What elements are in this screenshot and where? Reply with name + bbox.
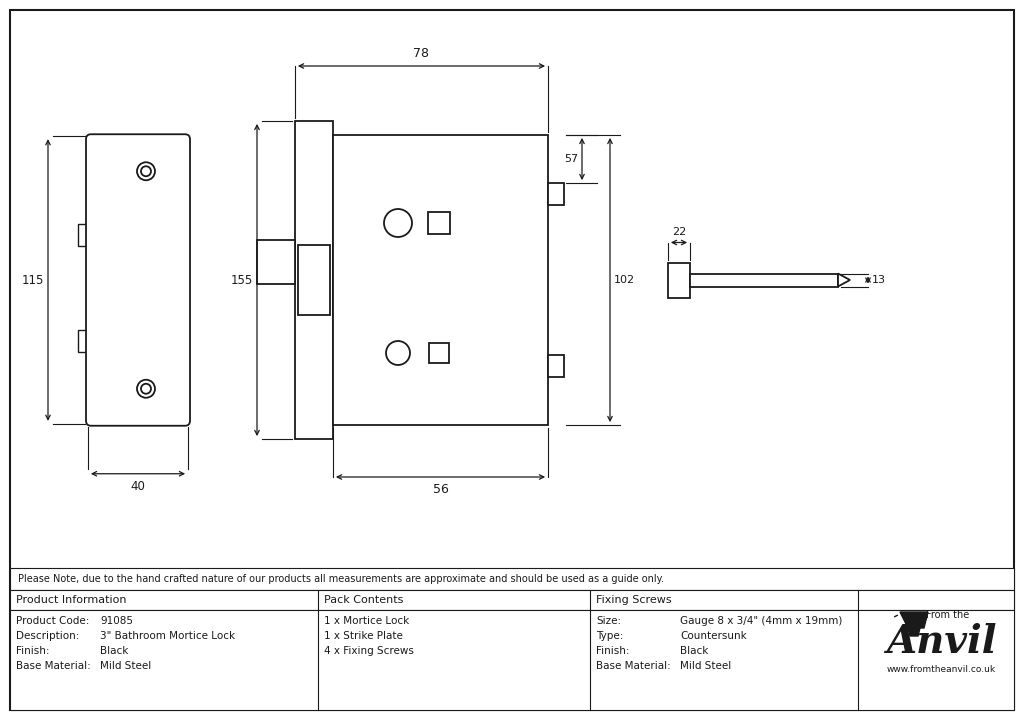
Text: From the: From the (927, 610, 970, 620)
Text: Gauge 8 x 3/4" (4mm x 19mm): Gauge 8 x 3/4" (4mm x 19mm) (680, 616, 843, 626)
Bar (548, 355, 564, 377)
Text: Fixing Screws: Fixing Screws (596, 595, 672, 605)
Bar (10, 568, 1014, 590)
Text: Product Information: Product Information (16, 595, 127, 605)
Text: 56: 56 (432, 483, 449, 496)
Circle shape (141, 384, 151, 394)
Bar (257, 240, 295, 284)
Text: Product Code:: Product Code: (16, 616, 89, 626)
Bar (333, 135, 548, 425)
Bar (78, 330, 90, 352)
Circle shape (386, 341, 410, 365)
Bar (98, 307, 118, 323)
Text: 57: 57 (564, 154, 578, 164)
Text: Please Note, due to the hand crafted nature of our products all measurements are: Please Note, due to the hand crafted nat… (18, 574, 664, 584)
Bar (295, 121, 333, 439)
Text: Size:: Size: (596, 616, 622, 626)
Text: Base Material:: Base Material: (596, 661, 671, 671)
Text: Finish:: Finish: (596, 646, 630, 656)
FancyBboxPatch shape (86, 134, 190, 426)
Bar (10, 610, 1014, 710)
Text: Type:: Type: (596, 631, 624, 641)
Text: Finish:: Finish: (16, 646, 49, 656)
Text: Mild Steel: Mild Steel (680, 661, 731, 671)
Text: Black: Black (100, 646, 128, 656)
Circle shape (137, 379, 155, 397)
Text: 78: 78 (414, 47, 429, 60)
Text: 22: 22 (672, 227, 686, 237)
Text: 4 x Fixing Screws: 4 x Fixing Screws (324, 646, 414, 656)
Text: Countersunk: Countersunk (680, 631, 746, 641)
Bar (690, 274, 838, 287)
Text: Anvil: Anvil (886, 623, 996, 661)
Bar (98, 258, 118, 274)
Text: Black: Black (680, 646, 709, 656)
Text: 102: 102 (614, 275, 635, 285)
Bar (548, 183, 564, 205)
Text: 115: 115 (22, 274, 44, 287)
Bar (78, 223, 90, 246)
Text: Base Material:: Base Material: (16, 661, 91, 671)
Polygon shape (900, 612, 928, 628)
Text: www.fromtheanvil.co.uk: www.fromtheanvil.co.uk (887, 665, 995, 675)
Circle shape (137, 162, 155, 180)
Text: 91085: 91085 (100, 616, 133, 626)
Bar (298, 245, 330, 315)
Bar (429, 343, 449, 363)
Text: 1 x Mortice Lock: 1 x Mortice Lock (324, 616, 410, 626)
Text: 3" Bathroom Mortice Lock: 3" Bathroom Mortice Lock (100, 631, 236, 641)
Bar (668, 263, 690, 297)
Polygon shape (838, 274, 850, 287)
Circle shape (141, 166, 151, 176)
Bar (10, 590, 1014, 610)
Text: Mild Steel: Mild Steel (100, 661, 152, 671)
Text: Description:: Description: (16, 631, 80, 641)
Bar (428, 212, 450, 234)
Text: 13: 13 (872, 275, 886, 285)
Circle shape (384, 209, 412, 237)
Bar (98, 230, 118, 246)
Text: 40: 40 (131, 480, 145, 492)
Bar (102, 202, 188, 359)
Text: Pack Contents: Pack Contents (324, 595, 403, 605)
Text: 1 x Strike Plate: 1 x Strike Plate (324, 631, 402, 641)
Bar (98, 336, 118, 352)
Text: 155: 155 (230, 274, 253, 287)
Polygon shape (908, 628, 920, 636)
